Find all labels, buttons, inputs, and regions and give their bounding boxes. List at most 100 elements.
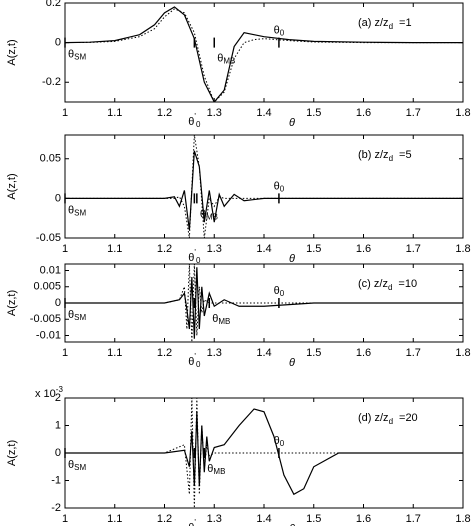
y-tick-label: 0	[55, 37, 61, 49]
x-tick-label: 1	[62, 107, 68, 119]
annotation-label: θ'0	[188, 352, 201, 369]
annotation-sup: '	[194, 248, 196, 257]
annotation-label: θMB	[200, 208, 218, 221]
annotation-sub: 0	[196, 256, 201, 265]
y-axis-label: A(z,t)	[6, 440, 18, 466]
x-tick-label: 1	[62, 243, 68, 255]
annotation-sub: SM	[74, 313, 86, 322]
annotation-symbol: θ	[188, 522, 194, 526]
x-axis-label: θ	[289, 523, 295, 526]
x-tick-label: 1	[62, 347, 68, 359]
annotation-sub: 0	[280, 29, 285, 38]
title-sub: d	[389, 154, 393, 163]
annotation-symbol: θ	[217, 53, 223, 65]
series-line	[65, 8, 463, 102]
y-axis-label: A(z,t)	[6, 39, 18, 65]
x-tick-label: 1.4	[256, 513, 271, 525]
annotation-symbol: θ	[68, 459, 74, 471]
annotation-sub: 0	[196, 360, 201, 369]
series-line	[65, 6, 463, 102]
title-end: =10	[398, 278, 417, 290]
annotation-label: θSM	[68, 309, 86, 322]
annotation-sub: 0	[280, 439, 285, 448]
title-main: (a) z/z	[358, 17, 389, 29]
annotation-label: θMB	[207, 463, 225, 476]
annotation-label: θ'0	[188, 248, 201, 265]
annotation-sub: MB	[218, 317, 230, 326]
annotation-sub: MB	[223, 57, 235, 66]
x-axis-label: θ	[289, 357, 295, 369]
x-tick-label: 1	[62, 513, 68, 525]
annotation-sub: MB	[206, 212, 218, 221]
annotation-sup: '	[194, 518, 196, 526]
annotation-label: θ'0	[188, 112, 201, 129]
series-line	[65, 267, 463, 339]
y-tick-label: 0.2	[46, 0, 61, 9]
title-end: =20	[399, 412, 418, 424]
y-tick-label: 0.01	[40, 264, 61, 276]
annotation-symbol: θ	[274, 25, 280, 37]
x-tick-label: 1.5	[306, 243, 321, 255]
annotation-sub: SM	[74, 463, 86, 472]
x-tick-label: 1.8	[455, 107, 470, 119]
annotation-label: θMB	[212, 313, 230, 326]
title-end: =1	[399, 17, 412, 29]
y-tick-label: -0.2	[42, 76, 61, 88]
title-sub: d	[389, 417, 393, 426]
y-tick-label: -0.01	[36, 329, 61, 341]
series-line	[65, 264, 463, 342]
annotation-label: θ0	[274, 180, 285, 193]
annotation-label: θSM	[68, 49, 86, 62]
annotation-symbol: θ	[188, 252, 194, 264]
y-tick-label: -0.05	[36, 232, 61, 244]
annotation-symbol: θ	[200, 208, 206, 220]
annotation-symbol: θ	[68, 49, 74, 61]
x-tick-label: 1.4	[256, 347, 271, 359]
x-tick-label: 1.6	[356, 347, 371, 359]
title-sub: d	[389, 22, 393, 31]
x-tick-label: 1.3	[207, 347, 222, 359]
annotation-label: θ0	[274, 285, 285, 298]
annotation-sub: 0	[196, 120, 201, 129]
x-tick-label: 1.7	[406, 513, 421, 525]
series-line	[65, 150, 463, 231]
y-tick-label: 0.05	[40, 153, 61, 165]
x-tick-label: 1.4	[256, 107, 271, 119]
annotation-sub: SM	[74, 53, 86, 62]
annotation-symbol: θ	[188, 116, 194, 128]
multiplier-base: x 10	[35, 388, 56, 400]
x-tick-label: 1.3	[207, 513, 222, 525]
annotation-symbol: θ	[68, 309, 74, 321]
x-tick-label: 1.4	[256, 243, 271, 255]
annotation-label: θMB	[217, 53, 235, 66]
annotation-sup: '	[194, 352, 196, 361]
title-sub: d	[388, 283, 392, 292]
x-axis-label: θ	[289, 117, 295, 129]
multiplier-exp: -3	[56, 385, 64, 394]
x-tick-label: 1.6	[356, 243, 371, 255]
y-tick-label: 1	[55, 419, 61, 431]
y-axis-label: A(z,t)	[6, 290, 18, 316]
x-tick-label: 1.1	[107, 347, 122, 359]
annotation-sub: 0	[280, 184, 285, 193]
annotation-sup: '	[194, 112, 196, 121]
annotation-symbol: θ	[207, 463, 213, 475]
x-tick-label: 1.5	[306, 513, 321, 525]
x-tick-label: 1.1	[107, 513, 122, 525]
x-tick-label: 1.2	[157, 107, 172, 119]
annotation-symbol: θ	[212, 313, 218, 325]
y-tick-label: -0.005	[30, 313, 61, 325]
y-tick-label: 0	[55, 192, 61, 204]
x-tick-label: 1.3	[207, 107, 222, 119]
x-tick-label: 1.3	[207, 243, 222, 255]
x-tick-label: 1.8	[455, 347, 470, 359]
annotation-sub: 0	[280, 289, 285, 298]
x-tick-label: 1.5	[306, 347, 321, 359]
x-tick-label: 1.2	[157, 347, 172, 359]
y-tick-label: 0.005	[33, 281, 61, 293]
series-line	[65, 398, 463, 508]
x-tick-label: 1.8	[455, 243, 470, 255]
annotation-symbol: θ	[68, 204, 74, 216]
title-main: (d) z/z	[358, 412, 389, 424]
annotation-label: θ0	[274, 435, 285, 448]
